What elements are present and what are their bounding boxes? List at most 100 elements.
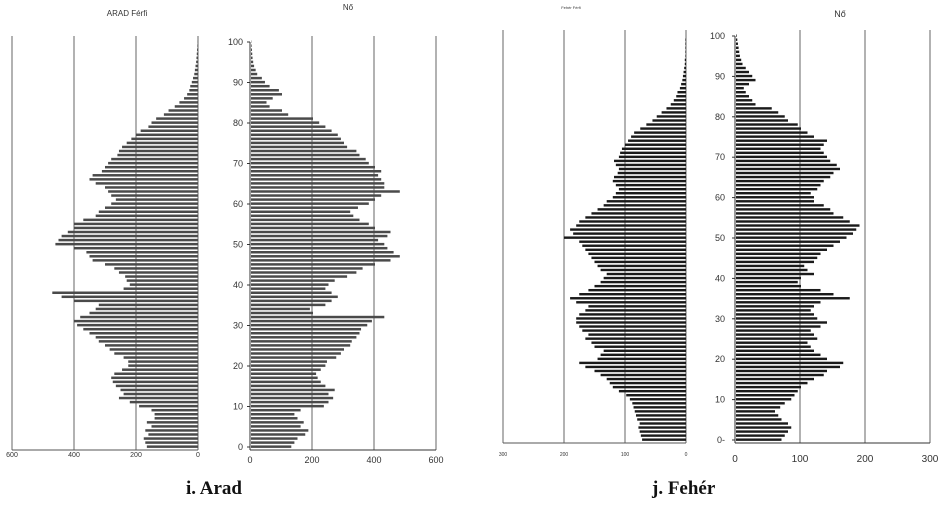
feher-female-bar — [736, 232, 853, 234]
feher-female-bar — [736, 434, 785, 436]
arad-female-bar — [251, 421, 304, 423]
feher-male-bar — [616, 184, 686, 186]
arad-male-bar — [114, 267, 198, 269]
arad-female-bar — [251, 146, 347, 148]
feher-male-bar — [585, 249, 686, 251]
feher-male-tick-label: 100 — [621, 452, 630, 458]
feher-male-bar — [685, 51, 686, 53]
arad-female-bar — [251, 316, 384, 318]
arad-male-bar — [196, 57, 198, 59]
arad-female-bar — [251, 401, 329, 403]
arad-male-bar — [119, 271, 198, 273]
feher-male-bar — [607, 200, 686, 202]
feher-female-bar — [736, 180, 824, 182]
arad-male-bar — [114, 373, 198, 375]
feher-male-bar — [685, 38, 686, 40]
arad-female-bar — [251, 304, 325, 306]
arad-male-bar — [128, 364, 198, 366]
feher-female-bar — [736, 394, 795, 396]
feher-male-bar — [604, 350, 686, 352]
feher-female-bar — [736, 115, 785, 117]
feher-male-bar — [614, 176, 686, 178]
feher-female-bar — [736, 160, 830, 162]
arad-male-bar — [111, 194, 198, 196]
feher-male-bar — [682, 79, 686, 81]
feher-age-tick-label: 90 — [715, 71, 725, 81]
arad-female-bar — [251, 117, 313, 119]
feher-female-bar — [736, 119, 788, 121]
arad-female-tick-label: 0 — [247, 455, 252, 465]
arad-female-bar — [251, 105, 270, 107]
arad-female-bar — [251, 69, 256, 71]
arad-male-bar — [193, 77, 198, 79]
arad-female-bar — [251, 275, 347, 277]
feher-male-bar — [585, 309, 686, 311]
feher-male-bar — [585, 216, 686, 218]
feher-female-bar — [736, 313, 814, 315]
arad-female-tick-label: 200 — [304, 455, 319, 465]
feher-age-tick-label: 0- — [717, 435, 725, 445]
feher-male-bar — [640, 127, 686, 129]
feher-male-bar — [591, 212, 686, 214]
arad-male-bar — [152, 121, 199, 123]
arad-female-bar — [251, 312, 313, 314]
arad-male-bar — [124, 393, 198, 395]
arad-female-bar — [251, 373, 316, 375]
arad-female-bar — [251, 211, 350, 213]
feher-male-bar — [579, 240, 686, 242]
feher-age-tick-label: 100 — [710, 31, 725, 41]
arad-female-bar — [251, 65, 254, 67]
arad-female-bar — [251, 186, 384, 188]
feher-female-bar — [736, 390, 798, 392]
arad-female-bar — [251, 360, 327, 362]
arad-female-bar — [251, 259, 391, 261]
arad-male-bar — [113, 381, 198, 383]
arad-female-bar — [251, 251, 394, 253]
feher-male-bar — [625, 144, 686, 146]
caption-arad: i. Arad — [186, 478, 242, 500]
feher-male-bar — [576, 301, 686, 303]
arad-female-tick-label: 400 — [366, 455, 381, 465]
feher-male-bar — [613, 180, 686, 182]
arad-age-tick-label: 20 — [233, 361, 243, 371]
arad-female-bar — [251, 352, 341, 354]
feher-male-bar — [598, 265, 686, 267]
feher-male-bar — [604, 277, 686, 279]
feher-female-bar — [736, 378, 814, 380]
arad-female-bar — [251, 417, 298, 419]
arad-male-bar — [197, 49, 198, 51]
arad-male-bar — [119, 150, 198, 152]
arad-female-bar — [251, 81, 265, 83]
arad-female-bar — [251, 377, 318, 379]
feher-female-bar — [736, 317, 817, 319]
arad-female-bar — [251, 73, 257, 75]
arad-female-bar — [251, 381, 321, 383]
arad-female-bar — [251, 429, 308, 431]
arad-female-bar — [251, 235, 387, 237]
arad-female-bar — [251, 93, 282, 95]
feher-female-bar — [736, 350, 814, 352]
feher-male-bar — [595, 285, 687, 287]
arad-male-bar — [77, 324, 198, 326]
arad-male-bar — [124, 356, 198, 358]
feher-female-bar — [736, 192, 811, 194]
feher-male-bar — [579, 293, 686, 295]
arad-female-bar — [251, 397, 333, 399]
feher-male-bar — [613, 386, 686, 388]
arad-female-bar — [251, 166, 375, 168]
arad-male-bar — [96, 215, 198, 217]
arad-female-bar — [251, 287, 325, 289]
arad-female-bar — [251, 263, 375, 265]
arad-male-bar — [90, 332, 199, 334]
feher-female-bar — [736, 325, 821, 327]
feher-female-bar — [736, 333, 814, 335]
arad-male-bar — [111, 158, 198, 160]
feher-male-bar — [616, 164, 686, 166]
feher-female-bar — [736, 253, 821, 255]
feher-male-bar — [685, 55, 686, 57]
feher-female-bar — [736, 83, 749, 85]
arad-male-bar — [197, 53, 198, 55]
feher-female-bar — [736, 422, 788, 424]
